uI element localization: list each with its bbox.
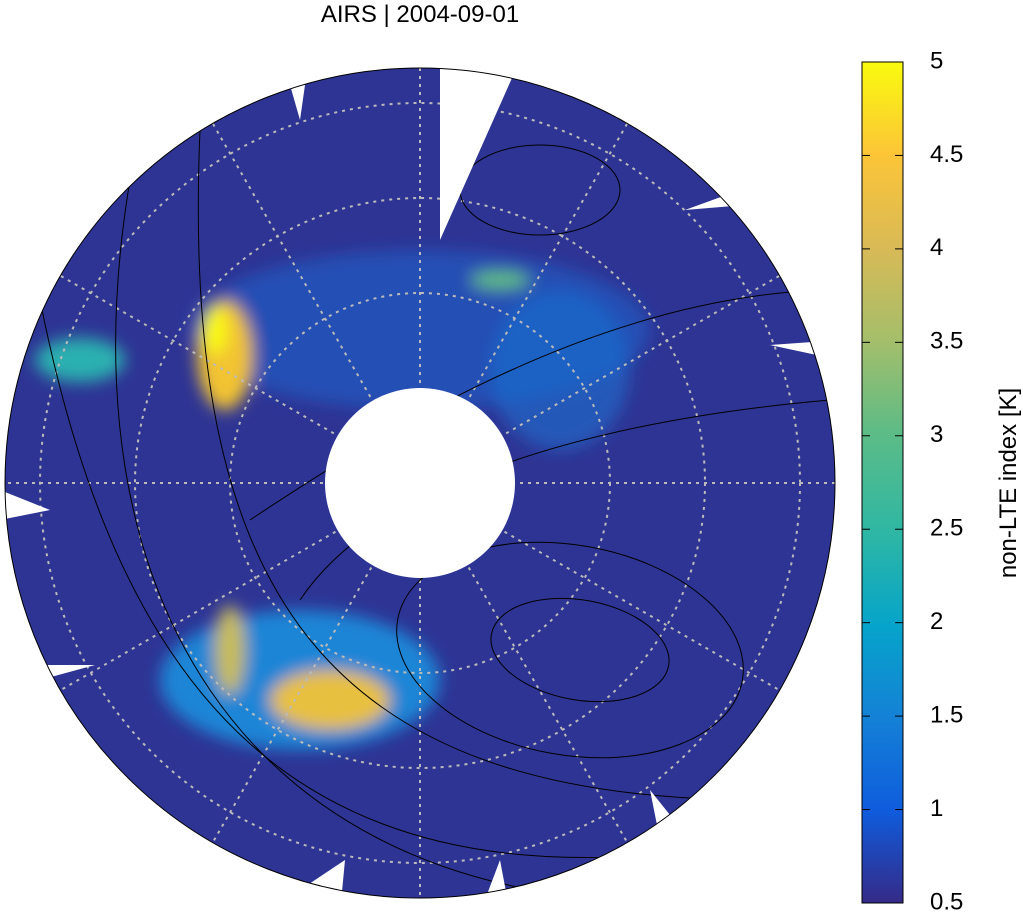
tick-label: 4 xyxy=(930,234,943,261)
graticule xyxy=(5,68,835,898)
tick-label: 3.5 xyxy=(930,328,963,355)
map-border xyxy=(4,67,836,899)
tick-label: 1.5 xyxy=(930,701,963,728)
anomaly-field xyxy=(35,250,650,750)
tick-label: 3 xyxy=(930,421,943,448)
colorbar-ticks: 0.5 1 1.5 2 2.5 3 3.5 4 4.5 5 xyxy=(862,47,963,915)
tick-label: 2.5 xyxy=(930,515,963,542)
tick-label: 1 xyxy=(930,795,943,822)
tick-label: 5 xyxy=(930,47,943,74)
polar-gap xyxy=(325,388,515,578)
colorbar xyxy=(861,61,904,904)
tick-label: 4.5 xyxy=(930,141,963,168)
tick-label: 2 xyxy=(930,608,943,635)
tick-label: 0.5 xyxy=(930,888,963,913)
colorbar-label: non-LTE index [K] xyxy=(995,388,1022,578)
title: AIRS | 2004-09-01 xyxy=(321,1,519,28)
polar-map xyxy=(5,68,835,898)
